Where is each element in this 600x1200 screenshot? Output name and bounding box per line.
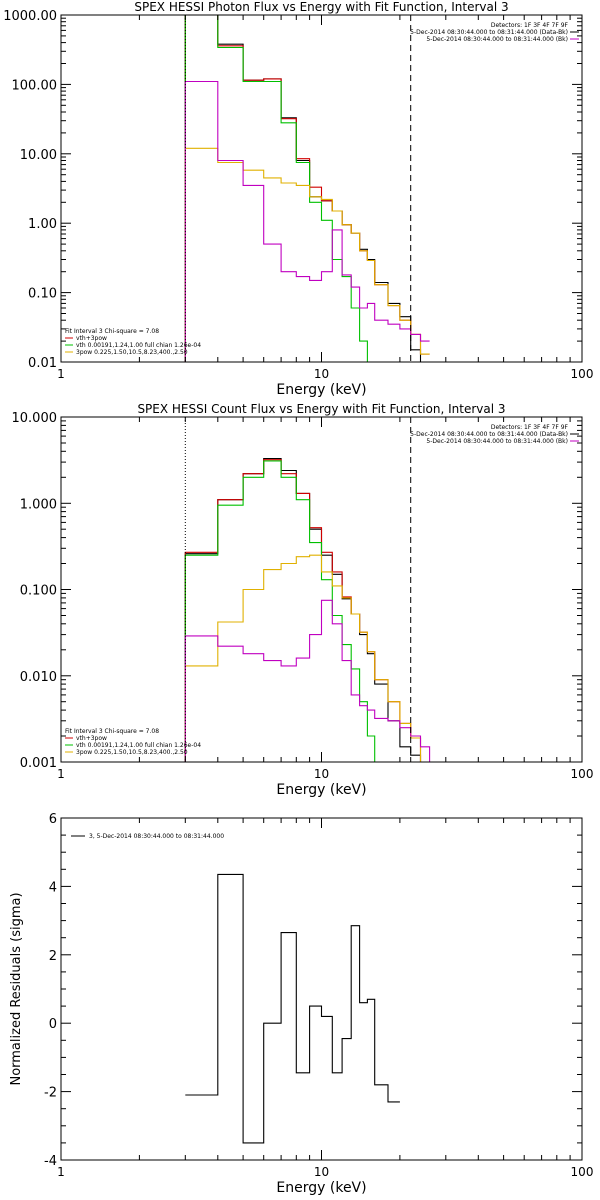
y-tick-label: 0.100 xyxy=(20,584,57,599)
chart-panel-2: SPEX HESSI Count Flux vs Energy with Fit… xyxy=(12,402,594,798)
legend-text: 5-Dec-2014 08:30:44.000 to 08:31:44.000 … xyxy=(410,29,568,36)
x-tick-label: 1 xyxy=(57,367,65,381)
legend-text: Detectors: 1F 3F 4F 7F 9F xyxy=(491,424,569,431)
chart-title: SPEX HESSI Photon Flux vs Energy with Fi… xyxy=(134,0,508,14)
legend-text: Fit Interval 3 Chi-square = 7.08 xyxy=(65,328,159,335)
legend-text: Fit Interval 3 Chi-square = 7.08 xyxy=(65,728,159,735)
series-line-bk xyxy=(184,80,430,362)
y-tick-label: 100.00 xyxy=(12,78,58,93)
legend-text: 5-Dec-2014 08:30:44.000 to 08:31:44.000 … xyxy=(426,438,568,445)
y-tick-label: 10.000 xyxy=(12,411,58,426)
chart-title: SPEX HESSI Count Flux vs Energy with Fit… xyxy=(137,402,505,416)
y-tick-label: 0.010 xyxy=(20,670,57,685)
x-tick-label: 10 xyxy=(314,767,329,781)
chart-panel-1: SPEX HESSI Photon Flux vs Energy with Fi… xyxy=(3,0,594,398)
x-tick-label: 100 xyxy=(571,367,594,381)
y-tick-label: -2 xyxy=(44,1086,57,1101)
y-tick-label: 2 xyxy=(49,949,57,964)
y-tick-label: 1.000 xyxy=(20,497,57,512)
chart-panel-3: 1 10 100 Energy (keV) -4 -2 0 2 4 6 Normalized Res… xyxy=(9,812,593,1196)
legend-text: vth 0.00191,1.24,1.00 full chian 1.26e-0… xyxy=(76,342,201,349)
legend-text: vth 0.00191,1.24,1.00 full chian 1.26e-0… xyxy=(76,742,201,749)
series-line-bk xyxy=(184,599,438,762)
legend-text: 3, 5-Dec-2014 08:30:44.000 to 08:31:44.0… xyxy=(89,833,224,840)
y-tick-label: 6 xyxy=(49,812,57,827)
legend-text: vth+3pow xyxy=(76,335,107,342)
x-tick-label: 10 xyxy=(314,367,329,381)
series-line-3pow xyxy=(184,554,422,762)
plot-frame xyxy=(60,416,583,763)
y-tick-label: 1.00 xyxy=(28,217,57,232)
y-tick-label: 0.001 xyxy=(20,756,57,771)
y-tick-label: 0 xyxy=(49,1017,57,1032)
series-line-3pow xyxy=(184,147,430,362)
y-tick-label: -4 xyxy=(44,1154,57,1169)
legend-text: vth+3pow xyxy=(76,735,107,742)
series-group xyxy=(184,457,438,762)
legend-text: 3pow 0.225,1.50,10.5,8.23,400.,2.50 xyxy=(76,749,188,756)
x-tick-label: 100 xyxy=(571,767,594,781)
legend-text: 5-Dec-2014 08:30:44.000 to 08:31:44.000 … xyxy=(426,36,568,43)
y-tick-label: 0.01 xyxy=(28,356,57,371)
x-tick-label: 1 xyxy=(57,767,65,781)
y-tick-label: 0.10 xyxy=(28,287,57,302)
x-axis-label: Energy (keV) xyxy=(276,1180,366,1196)
x-axis-label: Energy (keV) xyxy=(276,382,366,398)
series-line-vth xyxy=(184,460,376,762)
series-line-residuals xyxy=(185,873,400,1144)
x-tick-label: 10 xyxy=(314,1165,329,1179)
series-group xyxy=(185,873,400,1144)
y-tick-label: 10.00 xyxy=(20,148,57,163)
x-tick-label: 1 xyxy=(57,1165,65,1179)
legend-text: 3pow 0.225,1.50,10.5,8.23,400.,2.50 xyxy=(76,349,188,356)
series-group xyxy=(184,15,430,362)
x-axis-label: Energy (keV) xyxy=(276,782,366,798)
legend-text: Detectors: 1F 3F 4F 7F 9F xyxy=(491,22,569,29)
series-line-vth xyxy=(184,15,368,362)
x-tick-label: 100 xyxy=(571,1165,594,1179)
y-tick-label: 4 xyxy=(49,880,57,895)
plot-frame xyxy=(60,817,583,1161)
series-line-data-bk xyxy=(184,15,422,362)
y-tick-label: 1000.00 xyxy=(3,9,57,24)
legend-text: 5-Dec-2014 08:30:44.000 to 08:31:44.000 … xyxy=(410,431,568,438)
series-line-data-bk xyxy=(184,457,422,762)
series-line-vth-3pow xyxy=(184,15,430,362)
y-axis-label: Normalized Residuals (sigma) xyxy=(9,892,24,1085)
